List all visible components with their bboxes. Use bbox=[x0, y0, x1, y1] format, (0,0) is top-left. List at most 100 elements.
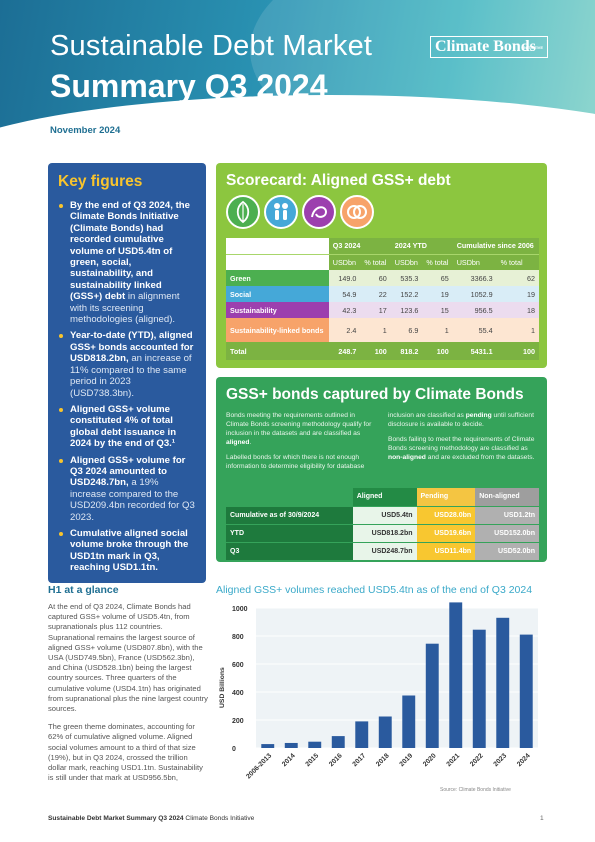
table-cell: 19 bbox=[496, 286, 539, 302]
table-row: Social 54.9 22 152.2 19 1052.9 19 bbox=[226, 286, 539, 302]
table-cell: 1 bbox=[496, 318, 539, 342]
chart-source: Source: Climate Bonds Initiative bbox=[440, 787, 511, 793]
captured-table: Aligned Pending Non-aligned Cumulative a… bbox=[226, 488, 539, 560]
text-run: until sufficient disclosure is available… bbox=[388, 412, 534, 428]
footer-org: Climate Bonds Initiative bbox=[183, 815, 255, 822]
sub-header: % total bbox=[360, 253, 391, 270]
plot-background bbox=[256, 608, 538, 748]
sub-header: USDbn bbox=[328, 253, 361, 270]
x-tick-label: 2018 bbox=[375, 752, 391, 768]
captured-paragraph: Bonds failing to meet the requirements o… bbox=[388, 435, 538, 462]
page-footer: Sustainable Debt Market Summary Q3 2024 … bbox=[48, 815, 254, 822]
corner-cell bbox=[226, 253, 329, 270]
text-run: Bonds meeting the requirements outlined … bbox=[226, 412, 372, 437]
group-header: Cumulative since 2006 bbox=[452, 238, 539, 254]
table-cell: USD19.6bn bbox=[416, 523, 476, 542]
table-cell: USD818.2bn bbox=[352, 523, 417, 542]
title-line-1: Sustainable Debt Market bbox=[50, 30, 373, 62]
table-cell: 3366.3 bbox=[452, 270, 497, 286]
table-row: Sustainability-linked bonds 2.4 1 6.9 1 … bbox=[226, 318, 539, 342]
sub-header: USDbn bbox=[390, 253, 423, 270]
row-label: Sustainability bbox=[226, 302, 329, 318]
chart-bar bbox=[355, 721, 369, 748]
sub-header: % total bbox=[496, 253, 539, 270]
key-figure-bold: Year-to-date (YTD), aligned GSS+ bonds a… bbox=[70, 330, 194, 365]
scorecard-table: Q3 2024 2024 YTD Cumulative since 2006 U… bbox=[226, 238, 539, 360]
sub-header: USDbn bbox=[452, 253, 497, 270]
key-figure-bold: Cumulative aligned social volume broke t… bbox=[70, 527, 189, 574]
table-cell: 55.4 bbox=[452, 318, 497, 342]
publication-date: November 2024 bbox=[50, 125, 121, 136]
table-cell: USD28.0bn bbox=[416, 505, 476, 524]
table-cell: 123.6 bbox=[390, 302, 423, 318]
key-figure-text: a 19% increase compared to the USD209.4b… bbox=[70, 477, 195, 523]
chart-bar bbox=[425, 643, 439, 748]
row-label: Cumulative as of 30/9/2024 bbox=[226, 505, 353, 524]
leaf-icon bbox=[226, 195, 260, 229]
glance-paragraph: At the end of Q3 2024, Climate Bonds had… bbox=[48, 602, 208, 714]
x-tick-label: 2015 bbox=[305, 752, 321, 768]
table-cell: 17 bbox=[360, 302, 391, 318]
table-row: Cumulative as of 30/9/2024 USD5.4tn USD2… bbox=[226, 505, 539, 524]
linked-rings-icon bbox=[340, 195, 374, 229]
table-cell: 248.7 bbox=[328, 342, 361, 360]
chart-bar bbox=[519, 634, 533, 748]
key-figure-item: Aligned GSS+ volume constituted 4% of to… bbox=[58, 404, 196, 450]
table-cell: USD152.0bn bbox=[475, 523, 539, 542]
text-emphasis: pending bbox=[465, 412, 492, 419]
glance-heading: H1 at a glance bbox=[48, 584, 119, 596]
chart-bar bbox=[308, 741, 322, 748]
captured-paragraph: Bonds meeting the requirements outlined … bbox=[226, 411, 376, 447]
corner-cell bbox=[226, 488, 353, 506]
chart-bar bbox=[378, 716, 392, 748]
header-banner bbox=[0, 0, 595, 150]
text-run: inclusion are classified as bbox=[388, 412, 466, 419]
header-pending: Pending bbox=[416, 488, 476, 506]
table-cell: USD5.4tn bbox=[352, 505, 417, 524]
x-tick-label: 2024 bbox=[516, 752, 532, 768]
chart-bar bbox=[472, 629, 486, 748]
row-label: YTD bbox=[226, 523, 353, 542]
table-cell: 60 bbox=[360, 270, 391, 286]
x-tick-label: 2023 bbox=[493, 752, 509, 768]
x-tick-label: 2017 bbox=[352, 752, 368, 768]
table-cell: 22 bbox=[360, 286, 391, 302]
row-label: Sustainability-linked bonds bbox=[226, 318, 329, 342]
key-figure-item: Year-to-date (YTD), aligned GSS+ bonds a… bbox=[58, 330, 196, 399]
captured-panel: GSS+ bonds captured by Climate Bonds Bon… bbox=[216, 377, 547, 562]
captured-title: GSS+ bonds captured by Climate Bonds bbox=[226, 386, 524, 403]
table-cell: 100 bbox=[422, 342, 453, 360]
y-tick-label: 1000 bbox=[232, 606, 248, 613]
bar-chart: 0 200 400 600 800 1000 2006-2013 2014 2015 2016 20… bbox=[219, 602, 538, 780]
table-cell: 6.9 bbox=[390, 318, 423, 342]
scorecard-panel: Scorecard: Aligned GSS+ debt Q3 2024 202… bbox=[216, 163, 547, 368]
table-cell: 535.3 bbox=[390, 270, 423, 286]
table-cell: USD52.0bn bbox=[475, 541, 539, 560]
key-figure-item: Aligned GSS+ volume for Q3 2024 amounted… bbox=[58, 455, 196, 523]
text-run: and are excluded from the datasets. bbox=[425, 454, 535, 461]
captured-paragraph: Labelled bonds for which there is not en… bbox=[226, 454, 365, 470]
table-cell: 42.3 bbox=[328, 302, 361, 318]
key-figure-item: Cumulative aligned social volume broke t… bbox=[58, 528, 196, 574]
y-tick-label: 0 bbox=[232, 746, 236, 753]
sub-header: % total bbox=[422, 253, 453, 270]
climate-bonds-logo: Climate Bonds INITIATIVE bbox=[430, 36, 548, 58]
captured-paragraph: inclusion are classified as pending unti… bbox=[388, 411, 538, 429]
table-cell: 152.2 bbox=[390, 286, 423, 302]
table-cell: 956.5 bbox=[452, 302, 497, 318]
table-cell: 5431.1 bbox=[452, 342, 497, 360]
y-axis-label: USD Billions bbox=[219, 667, 226, 708]
header-aligned: Aligned bbox=[352, 488, 417, 506]
key-figure-bold: By the end of Q3 2024, the Climate Bonds… bbox=[70, 200, 190, 303]
table-row: YTD USD818.2bn USD19.6bn USD152.0bn bbox=[226, 523, 539, 542]
glance-body: At the end of Q3 2024, Climate Bonds had… bbox=[48, 602, 208, 791]
x-tick-label: 2014 bbox=[281, 752, 297, 768]
table-cell: 1 bbox=[360, 318, 391, 342]
group-header: 2024 YTD bbox=[390, 238, 453, 254]
table-cell: 65 bbox=[422, 270, 453, 286]
row-label: Social bbox=[226, 286, 329, 302]
chart-bar bbox=[284, 742, 298, 748]
table-cell: 100 bbox=[360, 342, 391, 360]
key-figures-title: Key figures bbox=[58, 173, 143, 190]
logo-text: Climate Bonds bbox=[435, 38, 536, 55]
